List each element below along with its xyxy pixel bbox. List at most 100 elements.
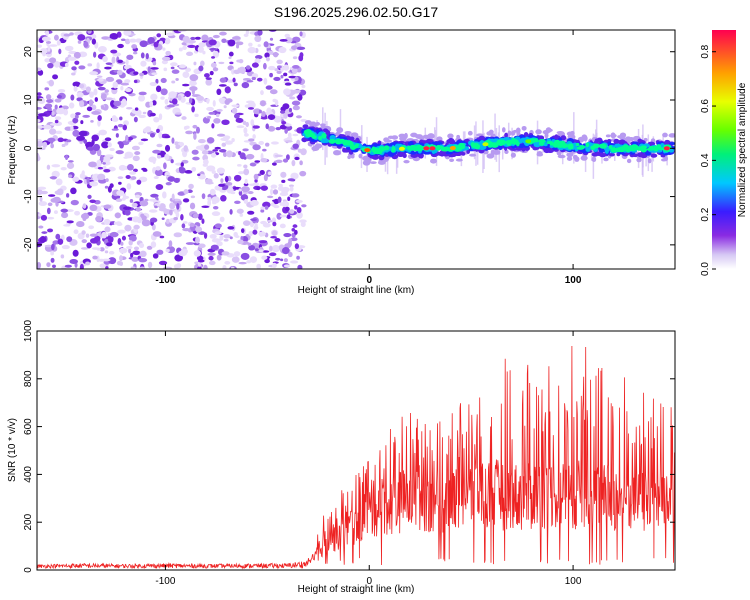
noise-blob [301, 204, 307, 208]
ridge-blob [398, 133, 406, 138]
spectrogram-frame [36, 29, 676, 270]
ridge-blob [662, 132, 668, 138]
noise-blob [296, 255, 300, 260]
noise-blob [89, 181, 99, 187]
noise-blob [190, 195, 196, 199]
noise-blob [175, 78, 179, 81]
noise-blob [139, 40, 148, 48]
noise-blob [140, 138, 149, 142]
noise-blob [105, 242, 113, 247]
colorbar-tick-label: 0.2 [700, 207, 711, 221]
noise-blob [37, 113, 47, 117]
noise-blob [236, 208, 244, 214]
noise-blob [233, 231, 238, 238]
noise-blob [200, 60, 205, 67]
noise-blob [260, 116, 268, 120]
noise-blob [283, 72, 288, 77]
noise-blob [140, 213, 145, 218]
noise-blob [183, 189, 189, 195]
noise-blob [261, 250, 270, 253]
y-tick-label: 10 [23, 94, 34, 106]
noise-blob [227, 226, 235, 230]
noise-blob [83, 139, 88, 144]
noise-blob [173, 216, 178, 221]
noise-blob [233, 251, 241, 257]
noise-blob [121, 98, 127, 105]
noise-blob [47, 137, 56, 143]
noise-blob [158, 260, 168, 266]
noise-blob [226, 150, 233, 158]
noise-blob [66, 193, 70, 198]
ridge-blob [321, 132, 327, 139]
noise-blob [205, 181, 214, 185]
noise-blob [250, 218, 257, 221]
noise-blob [82, 203, 87, 209]
noise-blob [99, 154, 104, 162]
noise-blob [288, 251, 293, 258]
noise-blob [105, 266, 109, 269]
ridge-blob [330, 139, 336, 143]
noise-blob [97, 173, 106, 181]
noise-blob [294, 243, 300, 250]
spectrogram-y-ticks: -20 -10 0 10 20 [23, 46, 675, 252]
noise-blob [138, 141, 144, 146]
noise-blob [161, 59, 168, 65]
noise-blob [39, 196, 43, 202]
noise-blob [240, 194, 249, 201]
ridge-blob [511, 139, 518, 143]
noise-blob [46, 262, 51, 268]
noise-blob [75, 112, 81, 116]
noise-blob [253, 173, 259, 180]
noise-blob [238, 58, 244, 64]
snr-series [37, 345, 675, 570]
noise-blob [216, 133, 226, 137]
noise-blob [245, 100, 255, 104]
noise-blob [89, 91, 94, 98]
noise-blob [167, 176, 176, 182]
noise-blob [124, 79, 131, 84]
noise-blob [145, 52, 149, 60]
noise-blob [159, 37, 166, 42]
noise-blob [194, 36, 201, 40]
noise-blob [209, 47, 218, 51]
noise-blob [268, 65, 276, 71]
noise-blob [81, 239, 88, 244]
noise-blob [267, 171, 272, 176]
ridge-blob [404, 132, 408, 139]
ridge-blob [469, 153, 477, 157]
noise-blob [139, 266, 146, 269]
noise-blob [93, 51, 97, 58]
ridge-blob [585, 147, 591, 152]
noise-blob [147, 261, 153, 269]
noise-blob [216, 88, 222, 96]
noise-blob [258, 109, 262, 114]
noise-blob [270, 141, 279, 145]
noise-blob [148, 198, 157, 202]
noise-blob [299, 170, 307, 177]
noise-blob [263, 77, 268, 85]
noise-blob [169, 202, 176, 210]
noise-blob [70, 125, 74, 132]
noise-blob [195, 226, 203, 233]
noise-blob [219, 234, 224, 241]
noise-blob [139, 250, 147, 258]
noise-blob [55, 116, 62, 121]
noise-blob [248, 138, 255, 142]
noise-blob [170, 159, 174, 164]
noise-blob [149, 132, 156, 138]
noise-blob [45, 30, 50, 37]
noise-blob [164, 37, 171, 45]
noise-blob [283, 264, 291, 268]
noise-blob [206, 137, 215, 144]
noise-blob [285, 206, 290, 212]
noise-blob [296, 211, 303, 219]
noise-blob [257, 44, 261, 47]
noise-blob [74, 210, 81, 216]
signal-streak [501, 144, 504, 160]
noise-blob [252, 144, 261, 151]
noise-blob [247, 210, 255, 215]
noise-blob [192, 213, 199, 219]
noise-blob [250, 119, 255, 126]
noise-blob [128, 240, 133, 246]
noise-blob [171, 80, 176, 84]
